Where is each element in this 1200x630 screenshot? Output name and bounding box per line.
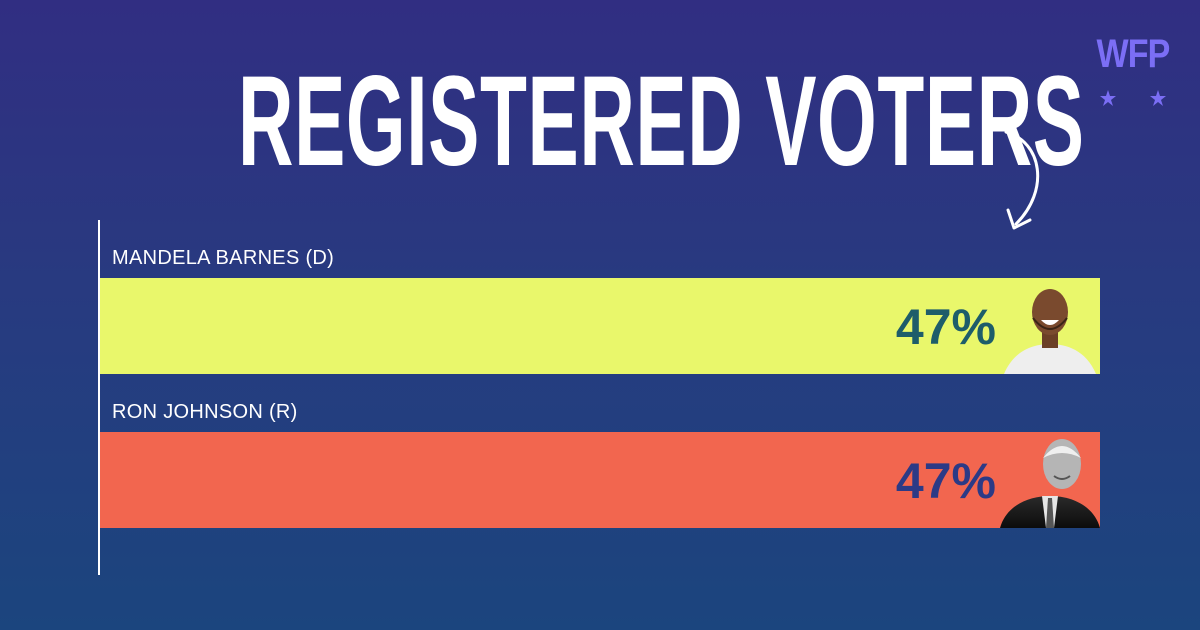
chart-title: REGISTERED VOTERS (238, 50, 1085, 193)
curved-arrow-icon (1004, 130, 1040, 230)
bar-barnes (100, 278, 1100, 374)
bar-value-barnes: 47% (896, 299, 996, 355)
bar-value-johnson: 47% (896, 453, 996, 509)
chart-axis-line (98, 220, 100, 575)
wfp-logo: WFP (1088, 30, 1178, 120)
bar-label-barnes: MANDELA BARNES (D) (112, 247, 334, 269)
candidate-photo-barnes (1000, 278, 1100, 374)
logo-stars-icon (1100, 90, 1166, 106)
candidate-photo-johnson (1000, 439, 1100, 528)
bar-label-johnson: RON JOHNSON (R) (112, 401, 298, 423)
bar-johnson (100, 432, 1100, 528)
logo-text: WFP (1096, 32, 1171, 76)
